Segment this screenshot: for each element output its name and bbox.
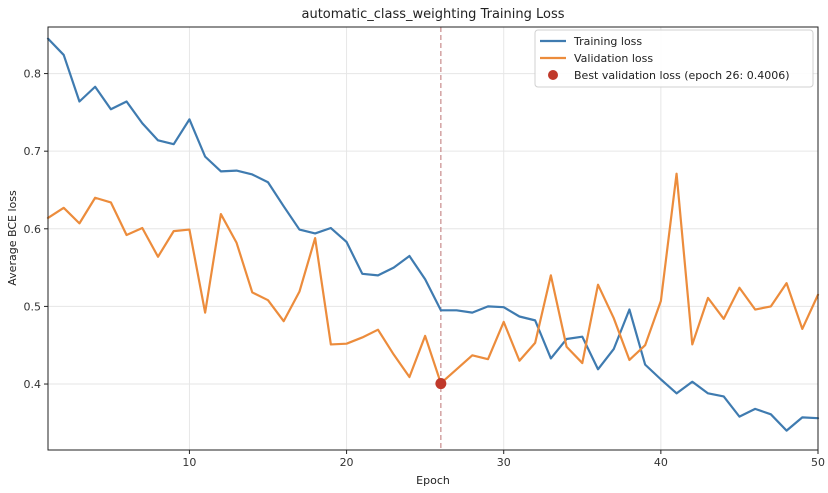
x-axis-label: Epoch	[416, 474, 450, 487]
grid	[48, 27, 819, 450]
x-tick-label: 20	[340, 456, 354, 469]
legend-swatch-best	[548, 70, 558, 80]
series-lines	[46, 37, 820, 432]
y-axis-label: Average BCE loss	[6, 190, 19, 286]
legend-label-validation: Validation loss	[574, 52, 653, 65]
x-ticks: 10 20 30 40 50	[182, 450, 825, 469]
y-tick-label: 0.5	[24, 300, 42, 313]
y-tick-label: 0.8	[24, 68, 42, 81]
y-tick-label: 0.7	[24, 145, 42, 158]
best-validation-point	[435, 378, 447, 390]
y-tick-label: 0.4	[24, 378, 42, 391]
legend-label-training: Training loss	[573, 35, 642, 48]
validation-loss-line	[46, 172, 820, 385]
y-ticks: 0.4 0.5 0.6 0.7 0.8	[24, 68, 48, 391]
best-point-layer	[435, 378, 447, 390]
legend-label-best: Best validation loss (epoch 26: 0.4006)	[574, 69, 790, 82]
legend-box	[534, 29, 814, 88]
legend: Training loss Validation loss Best valid…	[534, 29, 814, 88]
y-tick-label: 0.6	[24, 223, 42, 236]
training-loss-line	[46, 37, 820, 432]
x-tick-label: 40	[654, 456, 668, 469]
chart-title: automatic_class_weighting Training Loss	[301, 7, 564, 22]
plot-frame	[47, 26, 819, 451]
x-tick-label: 30	[497, 456, 511, 469]
x-tick-label: 50	[811, 456, 825, 469]
x-tick-label: 10	[182, 456, 196, 469]
